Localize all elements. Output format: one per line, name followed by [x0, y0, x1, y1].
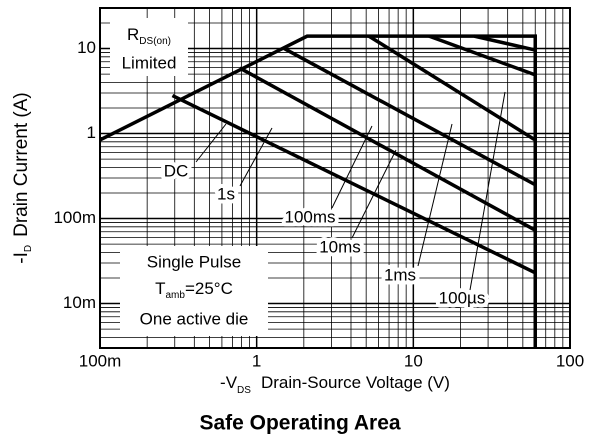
y-tick-label: 10m	[63, 293, 96, 312]
x-axis-label-sub: DS	[237, 385, 251, 396]
soa-line	[171, 93, 537, 275]
leader-line	[469, 91, 506, 291]
conditions-text: =25°C	[185, 279, 233, 298]
soa-line	[367, 34, 537, 142]
leader-line	[195, 123, 227, 163]
leaders	[195, 91, 506, 291]
conditions-box	[120, 246, 268, 336]
conditions: Single Pulse	[147, 252, 242, 271]
y-tick-label: 10	[77, 38, 96, 57]
ticks: 100m 1 10 100 10m 100m 1 10	[53, 38, 584, 370]
series-labels: DC 1s 100ms 10ms 1ms 100µs	[160, 157, 490, 311]
soa-line	[428, 34, 536, 77]
soa-line	[283, 47, 537, 187]
conditions: Tamb=25°C	[155, 279, 233, 300]
soa-line	[238, 66, 537, 232]
chart-title: Safe Operating Area	[199, 412, 400, 435]
y-tick-label: 1	[87, 123, 96, 142]
series-label: DC	[164, 161, 189, 180]
x-axis-label: -VDS Drain-Source Voltage (V)	[220, 373, 450, 395]
conditions-sub: amb	[166, 290, 186, 301]
annotation-sub: DS(on)	[139, 36, 171, 47]
series-label: 100µs	[439, 288, 486, 307]
series-label: 1ms	[384, 265, 416, 284]
soa-boundary	[99, 34, 537, 348]
y-axis-label-sub: D	[23, 245, 34, 252]
y-axis-label-main: -I	[11, 252, 32, 264]
leader-line	[239, 127, 273, 187]
plot-frame	[99, 7, 571, 349]
y-tick-label: 100m	[53, 208, 96, 227]
series-label: 1s	[217, 184, 235, 203]
soa-line	[473, 34, 536, 52]
series-label: 10ms	[319, 237, 361, 256]
leader-line	[351, 149, 397, 239]
x-tick-label: 100m	[79, 351, 122, 370]
annotation-text: R	[127, 25, 139, 44]
annotation: RDS(on)	[127, 25, 171, 46]
x-tick-label: 100	[556, 351, 584, 370]
series-label: 100ms	[284, 207, 335, 226]
conditions-text: T	[155, 279, 165, 298]
y-axis-label-rest: Drain Current (A)	[11, 92, 32, 237]
x-tick-label: 1	[252, 351, 261, 370]
leader-line	[417, 123, 453, 267]
x-axis-label-main: -V	[220, 373, 238, 392]
lines	[99, 34, 537, 348]
annotation: Limited	[122, 53, 177, 72]
x-axis-label-rest: Drain-Source Voltage (V)	[261, 373, 450, 392]
y-axis-label: -ID Drain Current (A)	[11, 92, 34, 264]
conditions: One active die	[140, 309, 249, 328]
annotation-box	[110, 18, 188, 76]
x-tick-label: 10	[404, 351, 423, 370]
leader-line	[331, 125, 373, 209]
